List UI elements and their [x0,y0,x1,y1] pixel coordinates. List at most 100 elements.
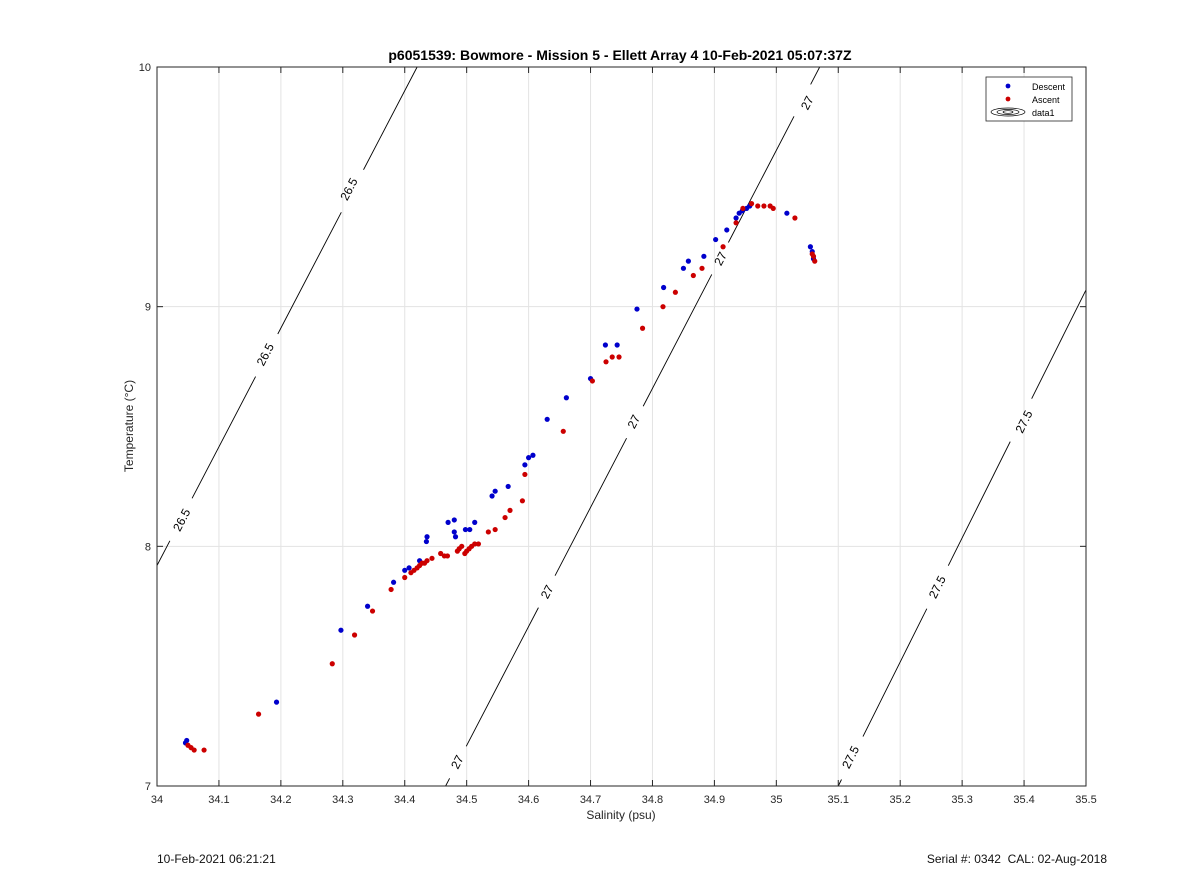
x-tick-label: 35.2 [889,794,910,806]
data-point [680,265,687,271]
legend: Descent Ascent data1 [985,76,1073,122]
data-point [807,244,813,250]
data-point [563,395,569,401]
data-point [475,541,482,547]
serial-calibration-info: Serial #: 0342 CAL: 02-Aug-2018 [926,852,1107,866]
data-point [184,737,190,744]
data-point [810,253,817,259]
x-tick-label: 34 [151,794,163,806]
data-point [701,253,707,259]
data-point [634,306,640,312]
contour-line-segment [465,607,539,747]
data-point [522,462,528,468]
x-tick-label: 34.3 [332,794,353,806]
data-point [519,498,526,504]
data-point [201,747,207,753]
x-tick-label: 34.5 [456,794,477,806]
data-point [423,538,430,545]
contour-line-segment [554,437,627,576]
legend-data1-label: data1 [1032,108,1055,118]
axes-box [156,66,1087,787]
x-tick-label: 34.6 [518,794,539,806]
data-point [402,574,408,581]
contour-line-segment [191,376,256,499]
data-point [424,534,430,540]
axis-ticks: 34 34.1 34.2 34.3 34.4 34.5 34.6 34.7 34.8 34.9 35… [139,62,1097,806]
y-tick-label: 9 [145,302,151,314]
data-point [364,603,371,609]
data-point [724,227,730,233]
x-axis-label: Salinity (psu) [586,808,655,822]
data-point [444,553,451,559]
x-tick-label: 35.4 [1013,794,1034,806]
contour-line-segment [727,116,795,243]
data-point [661,284,667,291]
series-descent [182,203,817,746]
x-tick-label: 35 [770,794,782,806]
data-point [472,541,478,547]
contour-line-segment [1031,289,1087,399]
y-tick-label: 8 [145,541,151,553]
data-point [255,711,262,717]
data-point [472,519,478,525]
data-point [699,265,705,271]
data-point [530,452,536,458]
data-point [467,526,473,533]
legend-ascent-label: Ascent [1032,95,1060,105]
x-tick-label: 34.8 [642,794,663,806]
y-tick-label: 10 [139,62,151,74]
legend-descent-marker [1005,83,1011,89]
data-point [603,359,609,365]
data-point [429,555,435,561]
data-point [812,258,818,264]
data-point [451,517,457,523]
data-point [492,526,498,533]
data-point [784,210,790,216]
data-point [489,493,495,499]
data-point [740,205,746,212]
plot-background [157,67,1086,786]
data-point [502,514,508,521]
contour-line-segment [642,274,713,407]
data-point [369,608,376,614]
data-point [544,416,550,422]
data-points [182,201,818,753]
data-point [438,550,444,557]
data-point [338,627,344,633]
x-tick-label: 34.9 [704,794,725,806]
data-point [690,272,696,279]
contour-label: 27 [711,249,730,268]
x-tick-label: 34.1 [208,794,229,806]
contour-label: 27 [625,412,644,431]
contour-line-segment [837,779,842,787]
x-tick-label: 35.3 [951,794,972,806]
data-point [713,236,719,243]
data-point [526,455,532,461]
contour-line-segment [947,441,1011,566]
data-point [685,258,691,264]
data-point [609,354,615,360]
data-point [589,378,595,384]
data-point [748,201,755,207]
data-point [672,289,678,295]
x-tick-label: 35.5 [1075,794,1096,806]
contour-label: 27 [538,582,557,601]
data-point [402,567,408,573]
data-point [560,428,566,434]
x-tick-label: 34.2 [270,794,291,806]
data-point [720,244,726,250]
contour-line-segment [363,66,418,170]
legend-contour-icon [990,107,1026,117]
data-point [485,529,491,535]
data-point [462,526,469,533]
series-ascent [185,201,818,753]
contour-line-segment [862,608,928,737]
data-point [614,342,620,348]
legend-ascent-marker [1005,96,1011,102]
data-point [770,205,776,212]
data-point [733,220,739,226]
data-point [792,215,798,221]
data-point [388,586,394,593]
